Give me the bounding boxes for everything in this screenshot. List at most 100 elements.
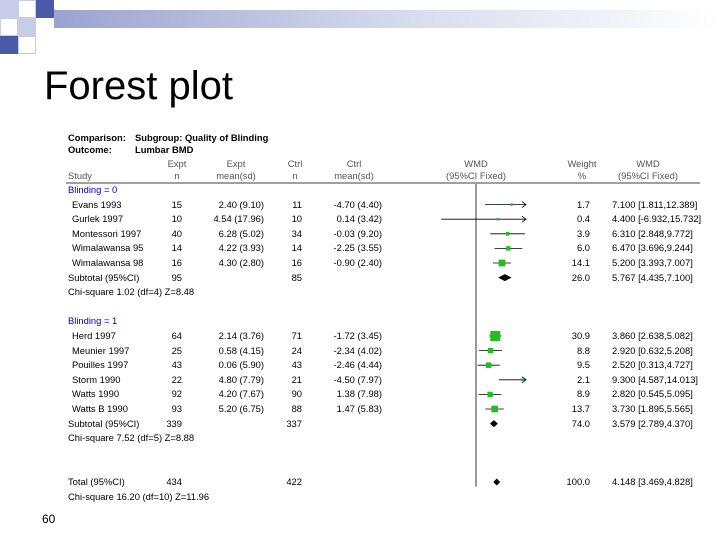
subtotal-ctrl-n: 337 xyxy=(286,417,302,429)
decor-square xyxy=(0,0,18,18)
expt-n: 15 xyxy=(171,198,182,210)
ctrl-n: 16 xyxy=(291,257,302,268)
ctrl-n: 24 xyxy=(291,344,302,356)
total-label: Total (95%CI) xyxy=(68,476,125,487)
col-wmd-ci-1: WMD xyxy=(636,158,660,169)
wmd-ci-text: 7.100 [1.811,12.389] xyxy=(612,198,698,210)
expt-n: 16 xyxy=(171,257,182,268)
expt-mean: 4.54 (17.96) xyxy=(213,213,264,225)
study-marker xyxy=(521,378,524,382)
expt-n: 14 xyxy=(171,242,182,254)
col-ctrl-n-1: Ctrl xyxy=(287,158,303,169)
weight: 6.0 xyxy=(576,242,590,254)
outcome-label: Outcome: xyxy=(68,144,112,155)
wmd-ci-text: 2.920 [0.632,5.208] xyxy=(612,344,693,356)
study-marker xyxy=(487,347,494,354)
wmd-ci-text: 2.820 [0.545,5.095] xyxy=(612,388,693,400)
total-heterogeneity-text: Chi-square 16.20 (df=10) Z=11.96 xyxy=(68,490,210,502)
pooled-diamond xyxy=(493,478,501,486)
subtotal-ctrl-n: 85 xyxy=(291,271,302,283)
subgroup-label: Blinding = 0 xyxy=(68,184,118,195)
expt-n: 43 xyxy=(171,359,182,371)
ctrl-mean: -2.46 (4.44) xyxy=(333,359,382,371)
study-name: Watts 1990 xyxy=(72,388,120,400)
expt-mean: 0.06 (5.90) xyxy=(218,359,264,371)
wmd-ci-text: 9.300 [4.587,14.013] xyxy=(612,373,699,385)
wmd-ci-text: 5.200 [3.393,7.007] xyxy=(612,257,693,268)
study-marker xyxy=(485,362,492,368)
subtotal-label: Subtotal (95%CI) xyxy=(68,417,140,429)
subtotal-weight: 74.0 xyxy=(571,417,590,429)
ctrl-n: 11 xyxy=(292,198,302,210)
col-weight-2: % xyxy=(577,170,587,181)
study-name: Gurlek 1997 xyxy=(72,213,124,225)
expt-mean: 4.22 (3.93) xyxy=(218,242,264,254)
decor-square xyxy=(18,18,36,36)
ctrl-mean: 1.47 (5.83) xyxy=(336,403,382,414)
ctrl-mean: -4.50 (7.97) xyxy=(333,373,382,385)
wmd-ci-text: 3.860 [2.638,5.082] xyxy=(612,330,693,341)
expt-mean: 4.30 (2.80) xyxy=(218,257,264,268)
total-ci-text: 4.148 [3.469,4.828] xyxy=(612,476,693,487)
col-expt-mean-1: Expt xyxy=(226,158,246,169)
col-ctrl-n-2: n xyxy=(292,170,298,181)
ci-arrow xyxy=(521,215,527,223)
wmd-ci-text: 4.400 [-6.932,15.732] xyxy=(612,213,702,225)
study-name: Montessori 1997 xyxy=(72,227,142,239)
decor-square xyxy=(0,36,18,54)
total-ctrl-n: 422 xyxy=(286,476,302,487)
decor-top-bar xyxy=(54,10,720,28)
expt-mean: 0.58 (4.15) xyxy=(218,344,264,356)
expt-mean: 6.28 (5.02) xyxy=(218,227,264,239)
study-marker xyxy=(506,246,511,251)
ci-arrow xyxy=(521,376,527,384)
study-marker xyxy=(505,232,510,236)
col-ctrl-mean-2: mean(sd) xyxy=(334,170,374,181)
decor-square xyxy=(36,0,54,18)
subtotal-expt-n: 95 xyxy=(171,271,182,283)
pooled-diamond xyxy=(489,420,498,428)
weight: 8.8 xyxy=(576,344,590,356)
weight: 2.1 xyxy=(576,373,590,385)
study-name: Wimalawansa 95 xyxy=(72,242,144,254)
comparison-value: Subgroup: Quality of Blinding xyxy=(135,132,269,143)
ctrl-mean: -1.72 (3.45) xyxy=(333,330,382,341)
ctrl-mean: -0.03 (9.20) xyxy=(333,227,382,239)
weight: 13.7 xyxy=(571,403,590,414)
ctrl-mean: -2.34 (4.02) xyxy=(333,344,382,356)
study-marker xyxy=(498,259,506,267)
expt-mean: 2.40 (9.10) xyxy=(218,198,264,210)
subtotal-label: Subtotal (95%CI) xyxy=(68,271,140,283)
col-study: Study xyxy=(68,170,92,181)
col-expt-mean-2: mean(sd) xyxy=(216,170,256,181)
col-wmd-ci-2: (95%CI Fixed) xyxy=(618,170,678,181)
heterogeneity-text: Chi-square 7.52 (df=5) Z=8.88 xyxy=(68,432,195,444)
subtotal-ci-text: 3.579 [2.789,4.370] xyxy=(612,417,693,429)
study-name: Storm 1990 xyxy=(72,373,121,385)
col-wmd-1: WMD xyxy=(464,158,488,169)
pooled-diamond xyxy=(498,274,512,282)
wmd-ci-text: 3.730 [1.895,5.565] xyxy=(612,403,693,414)
subtotal-ci-text: 5.767 [4.435,7.100] xyxy=(612,271,693,283)
col-expt-n-1: Expt xyxy=(167,158,187,169)
ctrl-n: 34 xyxy=(291,227,302,239)
col-weight-1: Weight xyxy=(567,158,597,169)
expt-n: 22 xyxy=(171,373,182,385)
study-marker xyxy=(487,391,493,398)
ci-arrow xyxy=(521,201,527,208)
subgroup-label: Blinding = 1 xyxy=(68,315,118,327)
ctrl-mean: -4.70 (4.40) xyxy=(333,198,382,210)
forest-plot: Comparison: Subgroup: Quality of Blindin… xyxy=(64,128,704,502)
study-name: Meunier 1997 xyxy=(72,344,130,356)
ctrl-n: 10 xyxy=(291,213,302,225)
study-marker xyxy=(491,405,498,413)
outcome-value: Lumbar BMD xyxy=(135,144,194,155)
wmd-ci-text: 6.470 [3.696,9.244] xyxy=(612,242,693,254)
heterogeneity-text: Chi-square 1.02 (df=4) Z=8.48 xyxy=(68,286,195,298)
study-marker xyxy=(490,330,501,342)
study-marker xyxy=(496,217,500,221)
ctrl-mean: 0.14 (3.42) xyxy=(336,213,382,225)
weight: 0.4 xyxy=(576,213,590,225)
ctrl-n: 14 xyxy=(291,242,302,254)
study-name: Watts B 1990 xyxy=(72,403,128,414)
